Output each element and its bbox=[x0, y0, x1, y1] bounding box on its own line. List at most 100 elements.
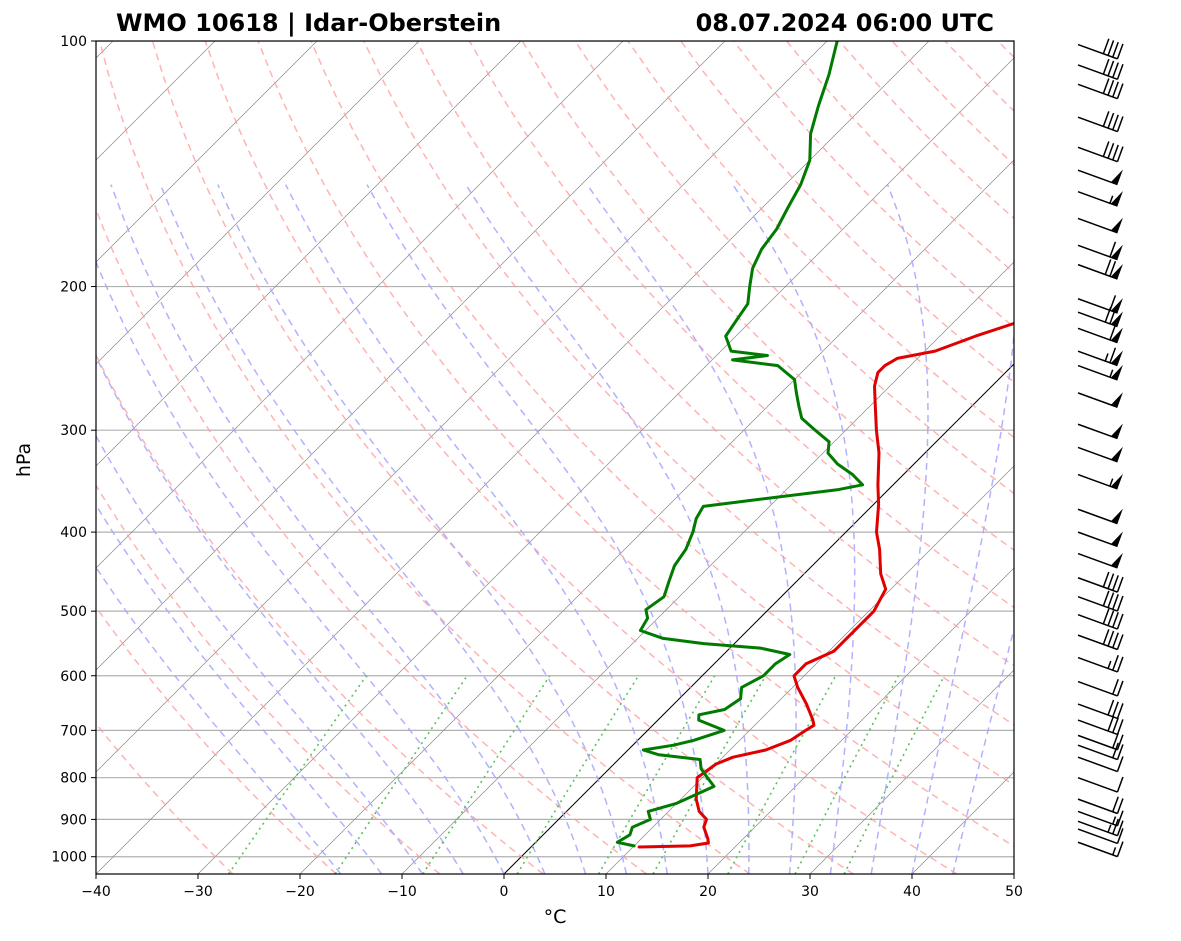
isotherm bbox=[96, 41, 624, 569]
chart-title-datetime: 08.07.2024 06:00 UTC bbox=[696, 9, 994, 37]
moist-adiabat bbox=[96, 503, 383, 874]
wind-barb bbox=[1077, 217, 1123, 234]
wind-barb-feather bbox=[1116, 83, 1124, 99]
wind-barb-feather bbox=[1112, 732, 1119, 749]
dry-adiabat bbox=[521, 41, 1014, 551]
wind-barb-staff bbox=[1077, 703, 1118, 720]
x-axis-label: °C bbox=[544, 906, 567, 928]
wind-barb bbox=[1077, 629, 1124, 651]
wind-barb-flag bbox=[1110, 552, 1123, 568]
wind-barb bbox=[1077, 324, 1123, 344]
mixing-ratio-line bbox=[516, 675, 640, 874]
wind-barb bbox=[1077, 295, 1123, 314]
wind-barb-staff bbox=[1077, 146, 1118, 163]
y-tick-label: 300 bbox=[60, 423, 87, 439]
wind-barb-feather bbox=[1116, 756, 1124, 772]
y-axis: 100 200 300 400 500 600 700 800 900 1000 bbox=[51, 34, 96, 866]
wind-barb-feather bbox=[1116, 613, 1124, 630]
mixing-ratio-line bbox=[843, 675, 946, 874]
wind-barb-staff bbox=[1077, 244, 1118, 261]
wind-barb-feather bbox=[1112, 144, 1119, 161]
wind-barb-staff bbox=[1077, 83, 1118, 100]
chart-title-station: WMO 10618 | Idar-Oberstein bbox=[116, 9, 501, 37]
wind-barb-feather bbox=[1112, 701, 1119, 718]
wind-barb-staff bbox=[1077, 473, 1118, 490]
x-tick-label: −30 bbox=[183, 884, 213, 900]
dry-adiabat bbox=[627, 41, 1014, 439]
wind-barb-staff bbox=[1077, 719, 1118, 736]
wind-barb-flag bbox=[1110, 190, 1123, 207]
wind-barb-feather bbox=[1116, 841, 1124, 857]
wind-barb-half-feather bbox=[1109, 369, 1114, 378]
wind-barb bbox=[1077, 590, 1124, 612]
wind-barb-feather bbox=[1107, 630, 1115, 647]
isotherm bbox=[96, 41, 726, 671]
wind-barb bbox=[1077, 141, 1124, 163]
wind-barb-feather bbox=[1102, 38, 1110, 55]
y-tick-label: 900 bbox=[60, 812, 87, 828]
wind-barb-feather bbox=[1107, 715, 1115, 732]
wind-barb-staff bbox=[1077, 798, 1118, 815]
wind-barb-feather bbox=[1116, 798, 1124, 814]
wind-barb bbox=[1077, 828, 1124, 845]
wind-barb-staff bbox=[1077, 327, 1118, 344]
moist-adiabat bbox=[96, 355, 464, 874]
wind-barb bbox=[1077, 58, 1124, 81]
wind-barb-flag bbox=[1110, 263, 1123, 279]
moist-adiabat bbox=[732, 184, 856, 874]
x-axis: −40 −30 −20 −10 0 10 20 30 40 50 bbox=[81, 874, 1023, 900]
wind-barb-staff bbox=[1077, 595, 1118, 612]
wind-barb-feather bbox=[1112, 678, 1119, 695]
moist-adiabat bbox=[110, 184, 546, 874]
moist-adiabat bbox=[285, 184, 668, 874]
wind-barb-feather bbox=[1107, 79, 1115, 96]
wind-barb-feather bbox=[1102, 111, 1110, 127]
wind-barb-half-feather bbox=[1109, 195, 1114, 204]
wind-barb-feather bbox=[1112, 41, 1119, 58]
moist-adiabat bbox=[217, 184, 628, 874]
wind-barb-staff bbox=[1077, 446, 1118, 463]
wind-barb-staff bbox=[1077, 116, 1118, 133]
isotherm bbox=[809, 669, 1014, 874]
wind-barb-staff bbox=[1077, 392, 1118, 408]
wind-barb-feather bbox=[1116, 828, 1124, 844]
mixing-ratio-line bbox=[422, 675, 551, 874]
wind-barb bbox=[1077, 810, 1124, 827]
wind-barb-feather bbox=[1102, 590, 1110, 607]
wind-barb-staff bbox=[1077, 169, 1118, 186]
isotherm bbox=[96, 41, 420, 365]
wind-barb-feather bbox=[1116, 734, 1124, 751]
x-tick-label: −20 bbox=[285, 884, 315, 900]
wind-barb-half-feather bbox=[1112, 847, 1117, 856]
y-tick-label: 600 bbox=[60, 669, 87, 685]
y-tick-label: 200 bbox=[60, 280, 87, 296]
sounding-profiles bbox=[615, 41, 1014, 849]
wind-barb bbox=[1077, 571, 1124, 593]
wind-barb-feather bbox=[1116, 116, 1124, 132]
wind-barb bbox=[1077, 473, 1123, 490]
wind-barb-feather bbox=[1102, 78, 1110, 94]
wind-barb-staff bbox=[1077, 350, 1118, 367]
wind-barb bbox=[1077, 169, 1123, 186]
moist-adiabat bbox=[96, 259, 505, 874]
wind-barb-feather bbox=[1107, 40, 1115, 56]
isotherm bbox=[707, 567, 1014, 874]
wind-barb bbox=[1077, 347, 1123, 367]
dry-adiabat bbox=[96, 353, 544, 874]
wind-barb-staff bbox=[1077, 828, 1118, 845]
wind-barb bbox=[1077, 732, 1124, 751]
x-tick-label: 0 bbox=[500, 884, 509, 900]
wind-barb-feather bbox=[1112, 575, 1119, 591]
moist-adiabat bbox=[159, 184, 587, 874]
wind-barb bbox=[1077, 423, 1123, 440]
mixing-ratio-line bbox=[794, 675, 900, 874]
wind-barb-staff bbox=[1077, 364, 1118, 381]
wind-barb bbox=[1077, 392, 1123, 408]
moist-adiabat bbox=[96, 565, 342, 874]
wind-barb-staff bbox=[1077, 634, 1118, 651]
isotherm bbox=[96, 41, 828, 773]
y-tick-label: 500 bbox=[60, 604, 87, 620]
wind-barb-feather bbox=[1116, 820, 1124, 836]
isotherm bbox=[605, 465, 1014, 874]
wind-barb-feather bbox=[1109, 347, 1117, 364]
